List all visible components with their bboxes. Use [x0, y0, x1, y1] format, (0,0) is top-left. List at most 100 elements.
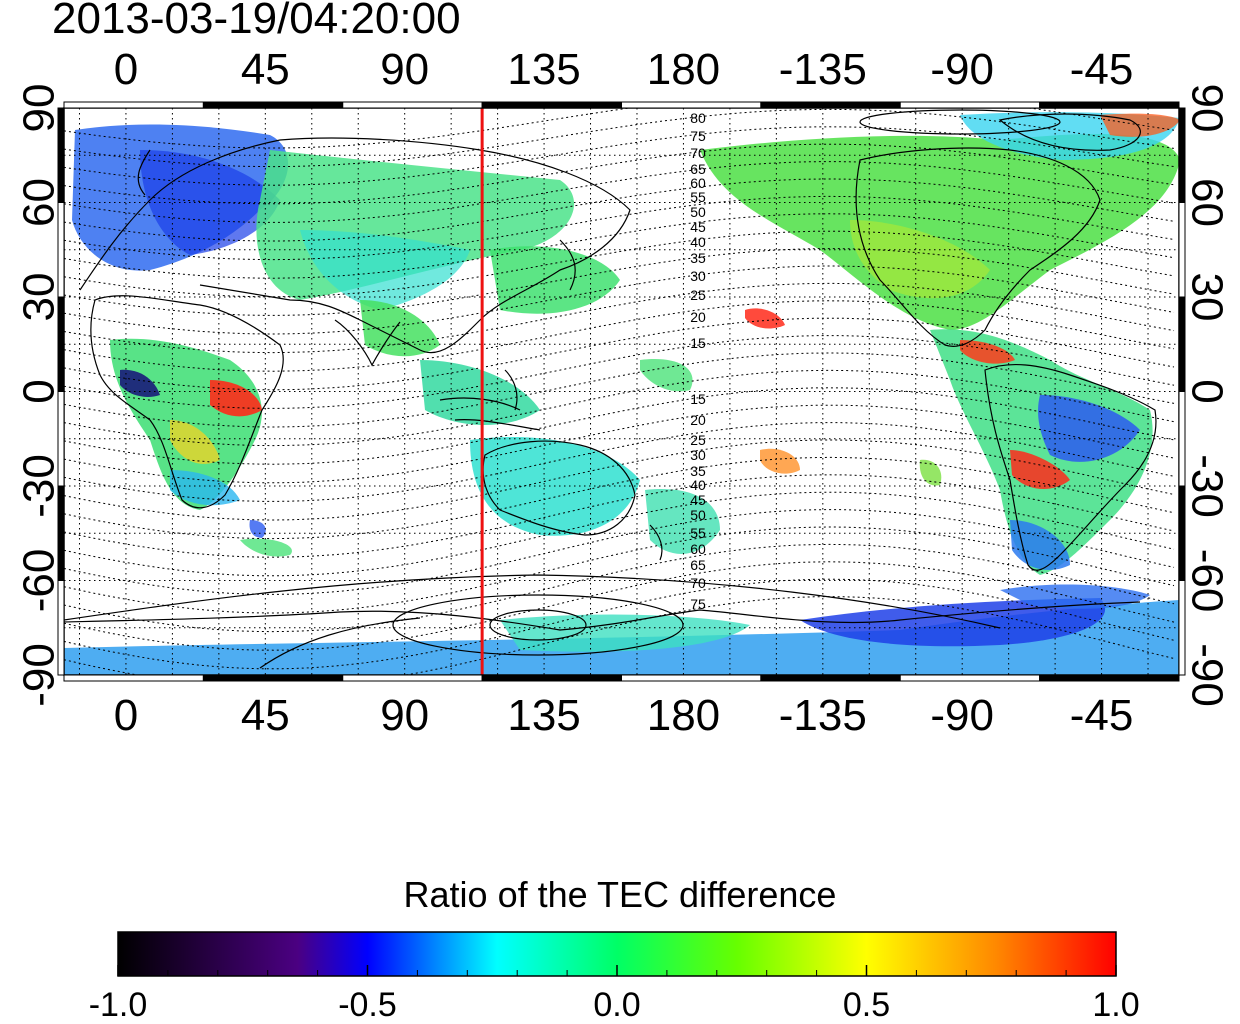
lat-tick-label-left: -90: [14, 643, 63, 707]
lon-tick-label-bottom: 45: [241, 691, 290, 740]
lat-tick-label-left: 60: [14, 178, 63, 227]
contour-label: 50: [690, 507, 706, 523]
colorbar-tick-label: -0.5: [338, 986, 397, 1024]
colorbar: -1.0 -0.5 0.0 0.5 1.0: [89, 931, 1140, 1024]
contour-label: 60: [690, 541, 706, 557]
mlat-contour: [64, 335, 1175, 409]
contour-label: 75: [690, 128, 706, 144]
lon-tick-label-top: 45: [241, 45, 290, 94]
lat-tick-label-left: 90: [14, 84, 63, 133]
mlat-contour: [64, 230, 1175, 298]
lon-tick-label-top: 90: [380, 45, 429, 94]
mlat-contour: [64, 387, 1175, 465]
mlat-contour: [64, 439, 1175, 521]
contour-label: 30: [690, 447, 706, 463]
contour-label: 35: [690, 463, 706, 479]
mlat-contour: [64, 491, 1175, 577]
magnetic-latitude-contours: [64, 108, 1175, 675]
ruler-segment: [1039, 101, 1180, 109]
contour-label: 80: [690, 110, 706, 126]
ruler-segment: [481, 674, 622, 682]
lat-tick-label-left: -30: [14, 454, 63, 518]
lat-tick-label-left: 30: [14, 273, 63, 322]
magnetic-pole-contours: [64, 109, 1061, 656]
mlat-contour: [64, 474, 1175, 558]
colorbar-tick-label: 0.5: [843, 986, 890, 1024]
ruler-segment: [1039, 674, 1180, 682]
lon-tick-label-bottom: 180: [647, 691, 720, 740]
ruler-segment: [63, 101, 204, 109]
lon-tick-label-top: 135: [507, 45, 580, 94]
ruler-segment: [342, 101, 483, 109]
contour-label: 70: [690, 575, 706, 591]
mlat-contour: [64, 300, 1175, 372]
contour-labels: 8075706560555045403530252015152025303540…: [690, 110, 706, 612]
contour-label: 75: [690, 596, 706, 612]
mlat-contour: [64, 352, 1175, 428]
contour-label: 20: [690, 309, 706, 325]
mlat-contour: [64, 161, 1175, 223]
contour-label: 40: [690, 477, 706, 493]
lon-tick-label-top: -90: [930, 45, 994, 94]
ruler-segment: [621, 674, 762, 682]
lon-tick-label-bottom: -45: [1070, 691, 1134, 740]
contour-label: 25: [690, 287, 706, 303]
lon-tick-label-bottom: -135: [779, 691, 867, 740]
mlat-contour: [64, 509, 1175, 595]
mlat-contour: [64, 126, 1175, 186]
contour-label: 45: [690, 219, 706, 235]
lon-tick-label-bottom: -90: [930, 691, 994, 740]
contour-label: 55: [690, 525, 706, 541]
contour-label: 15: [690, 335, 706, 351]
ruler-segment: [57, 107, 65, 203]
lat-tick-label-right: -30: [1183, 454, 1232, 518]
mlat-contour: [64, 543, 1175, 633]
ruler-segment: [202, 101, 344, 109]
lat-tick-label-right: 0: [1183, 379, 1232, 403]
mlat-contour: [64, 282, 1175, 354]
mlat-contour: [64, 108, 1175, 168]
lat-tick-label-right: 90: [1183, 84, 1232, 133]
contour-label: 25: [690, 432, 706, 448]
map-border-ruler: [57, 101, 1186, 682]
colorbar-tick-label: 0.0: [593, 986, 640, 1024]
mlat-contour: [64, 178, 1175, 242]
lon-tick-label-bottom: 135: [507, 691, 580, 740]
mlat-contour: [64, 456, 1175, 540]
contour-label: 35: [690, 250, 706, 266]
lat-tick-label-right: -90: [1183, 643, 1232, 707]
mlat-contour: [64, 404, 1175, 484]
contour-label: 40: [690, 234, 706, 250]
mlat-contour: [64, 561, 1175, 651]
lon-tick-label-bottom: 90: [380, 691, 429, 740]
mlat-contour: [64, 213, 1175, 279]
lat-tick-label-right: -60: [1183, 549, 1232, 613]
contour-label: 65: [690, 161, 706, 177]
ruler-segment: [63, 674, 204, 682]
colorbar-tick-label: -1.0: [89, 986, 148, 1024]
colorbar-ticks: -1.0 -0.5 0.0 0.5 1.0: [89, 965, 1140, 1024]
contour-label: 30: [690, 268, 706, 284]
ruler-segment: [481, 101, 622, 109]
lat-tick-label-left: 0: [14, 379, 63, 403]
contour-label: 70: [690, 145, 706, 161]
lon-tick-label-top: -135: [779, 45, 867, 94]
colorbar-title: Ratio of the TEC difference: [403, 874, 837, 915]
ruler-segment: [899, 101, 1041, 109]
lat-tick-label-right: 60: [1183, 178, 1232, 227]
lat-tick-label-right: 30: [1183, 273, 1232, 322]
contour-label: 20: [690, 412, 706, 428]
lon-tick-label-top: 180: [647, 45, 720, 94]
axis-tick-labels: 0045459090135135180180-135-135-90-90-45-…: [14, 45, 1231, 740]
ruler-segment: [342, 674, 483, 682]
lon-tick-label-top: 0: [114, 45, 138, 94]
timestamp-title: 2013-03-19/04:20:00: [52, 0, 461, 43]
lat-tick-label-left: -60: [14, 549, 63, 613]
mlat-contour: [64, 317, 1175, 391]
mlat-contour: [64, 108, 1175, 149]
contour-label: 65: [690, 557, 706, 573]
lon-tick-label-bottom: 0: [114, 691, 138, 740]
mlat-contour: [64, 422, 1175, 502]
